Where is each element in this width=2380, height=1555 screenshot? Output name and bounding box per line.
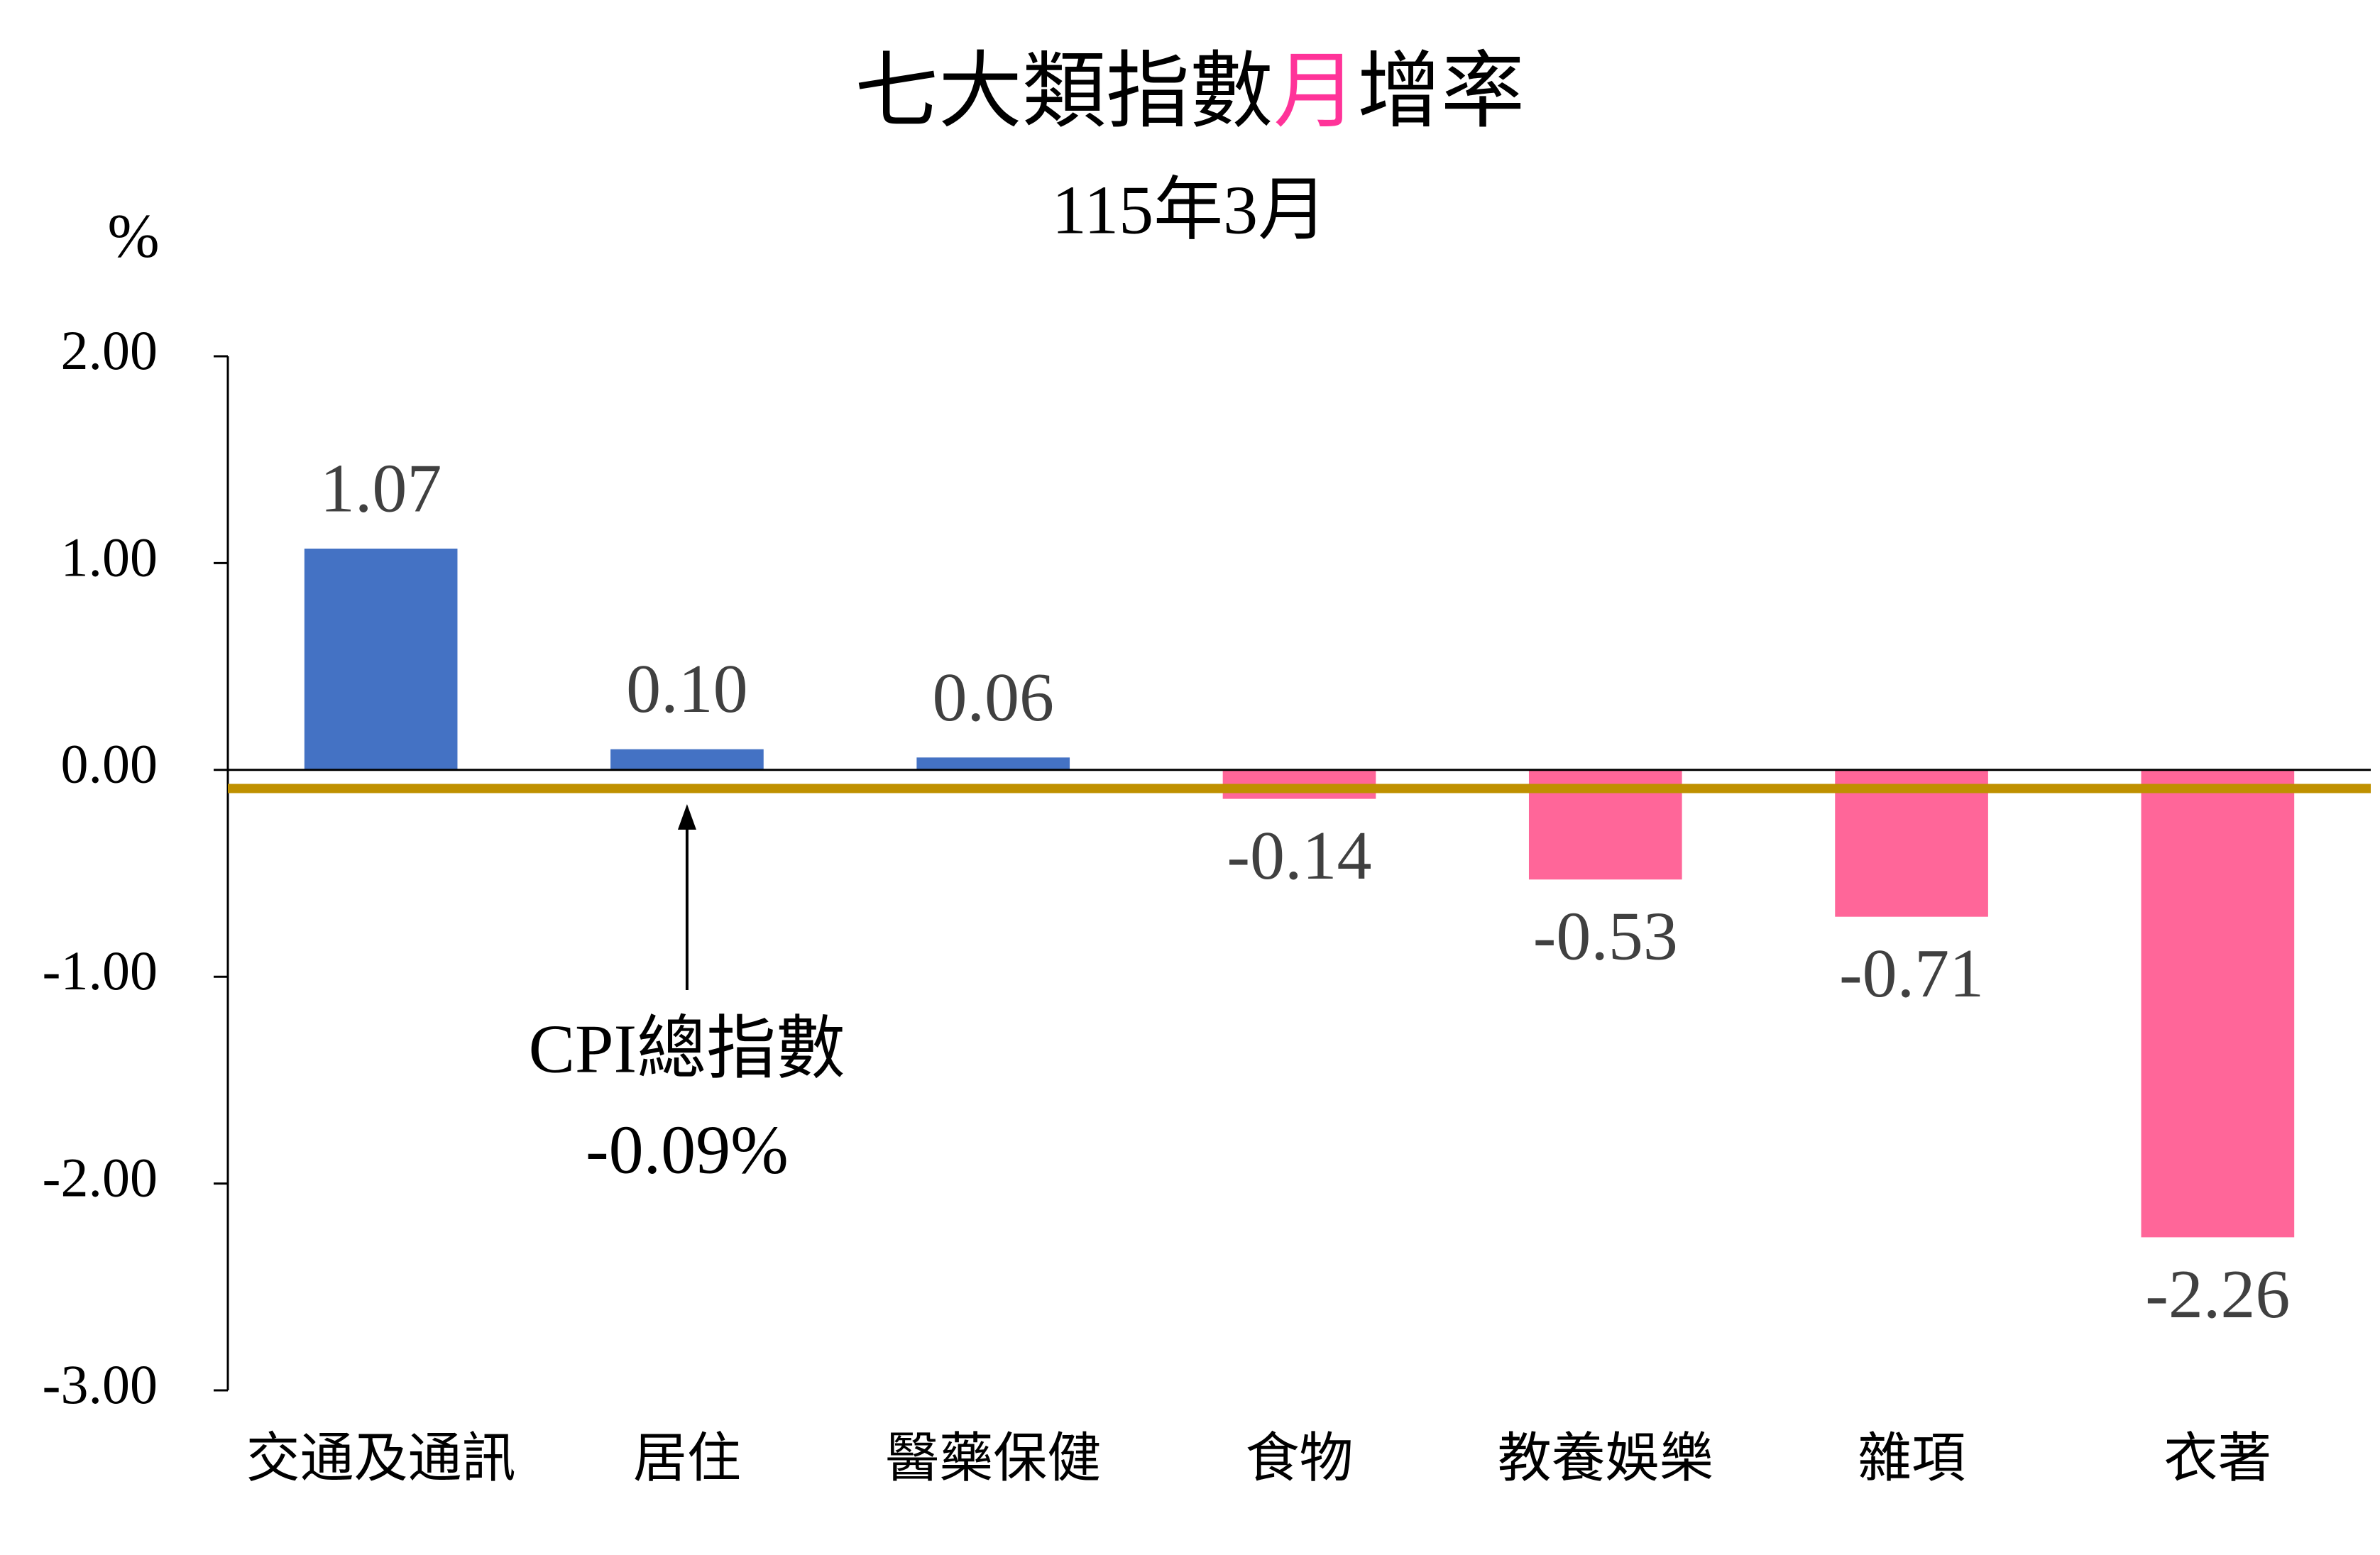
x-tick-label: 教養娛樂 [1498,1429,1713,1488]
y-tick-label: 1.00 [61,526,158,588]
value-label: -0.71 [1839,935,1984,1012]
chart-subtitle: 115年3月 [1052,172,1327,248]
bar [1835,769,1988,917]
chart-title: 七大類指數月增率 [855,45,1525,138]
value-label: 1.07 [320,450,442,527]
y-tick-label: -3.00 [43,1353,158,1415]
value-label: -0.53 [1533,899,1678,975]
annotation-value: -0.09% [586,1111,789,1188]
x-tick-label: 交通及通訊 [246,1429,516,1488]
title-part: 七大類指數 [855,45,1273,138]
y-tick-label: 0.00 [61,733,158,795]
bar [304,549,458,770]
bar [916,757,1070,770]
bar [2141,769,2295,1238]
x-tick-label: 醫藥保健 [885,1429,1101,1488]
y-tick-label: -2.00 [43,1147,158,1209]
y-axis-label: % [107,202,159,271]
title-part: 增率 [1357,45,1525,138]
x-tick-label: 居住 [633,1429,741,1488]
y-tick-label: -1.00 [43,940,158,1001]
x-tick-label: 食物 [1246,1429,1354,1488]
title-part: 月 [1273,45,1357,138]
x-tick-label: 衣著 [2164,1429,2271,1488]
value-label: 0.10 [626,651,748,727]
value-label: -2.26 [2145,1256,2290,1333]
annotation-arrowhead [677,804,696,830]
annotation-label: CPI總指數 [529,1011,846,1087]
x-tick-label: 雜項 [1858,1429,1965,1488]
value-label: -0.14 [1227,818,1371,894]
y-tick-label: 2.00 [61,319,158,381]
bar [610,749,764,770]
value-label: 0.06 [932,659,1054,736]
